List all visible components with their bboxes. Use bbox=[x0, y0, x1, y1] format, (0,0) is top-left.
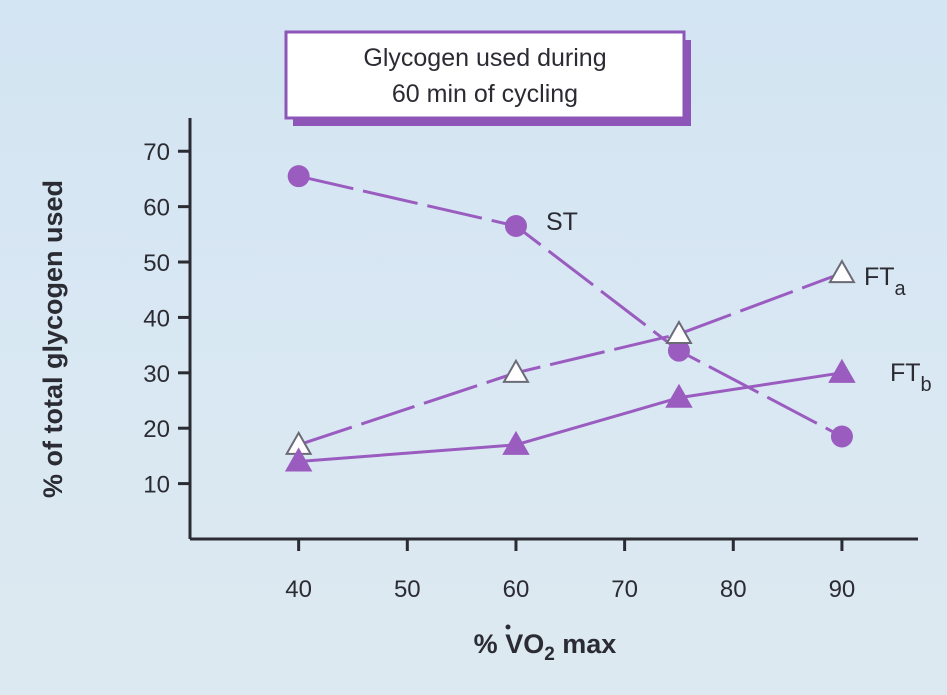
x-tick-label: 70 bbox=[611, 576, 638, 603]
data-point-fta bbox=[502, 358, 530, 383]
y-tick-label: 40 bbox=[143, 305, 170, 332]
y-tick-label: 60 bbox=[143, 195, 170, 222]
series-lines bbox=[298, 174, 843, 463]
series-label-main: FT bbox=[864, 263, 895, 291]
data-point-st bbox=[830, 425, 853, 448]
y-axis-title: % of total glycogen used bbox=[38, 180, 68, 498]
x-axis-title-suffix: max bbox=[555, 629, 617, 659]
data-point-ftb bbox=[828, 358, 856, 383]
series-label-sub: a bbox=[894, 278, 906, 300]
x-axis-ticks: 40 50 60 70 80 90 bbox=[285, 539, 855, 603]
data-point-ftb bbox=[502, 430, 530, 455]
x-axis-title-sub: 2 bbox=[544, 644, 555, 665]
series-line-st bbox=[298, 174, 843, 438]
chart-title-box: Glycogen used during 60 min of cycling bbox=[284, 30, 691, 126]
data-point-ftb bbox=[284, 447, 313, 472]
x-tick-label: 50 bbox=[394, 576, 421, 603]
data-point-st bbox=[667, 339, 690, 362]
y-axis-ticks: 10 20 30 40 50 60 70 bbox=[143, 139, 190, 499]
data-point-st bbox=[504, 215, 527, 238]
chart-title-line-2: 60 min of cycling bbox=[392, 80, 578, 108]
data-point-fta bbox=[665, 320, 693, 345]
y-tick-label: 30 bbox=[143, 361, 170, 388]
y-tick-label: 70 bbox=[143, 139, 170, 166]
x-tick-label: 80 bbox=[720, 576, 747, 603]
x-tick-label: 90 bbox=[829, 576, 856, 603]
series-label-main: FT bbox=[890, 359, 921, 387]
data-point-ftb bbox=[665, 383, 693, 408]
data-point-fta bbox=[828, 259, 856, 284]
chart-title-line-1: Glycogen used during bbox=[363, 44, 606, 72]
y-tick-label: 50 bbox=[143, 250, 170, 277]
series-label-st: ST bbox=[546, 208, 578, 236]
x-tick-label: 60 bbox=[503, 576, 530, 603]
series-line-ftb bbox=[298, 371, 843, 463]
x-tick-label: 40 bbox=[285, 576, 312, 603]
x-axis-title-prefix: % bbox=[474, 629, 506, 659]
series-markers bbox=[284, 165, 856, 472]
series-label-fta: FTa bbox=[864, 263, 907, 300]
series-label-main: ST bbox=[546, 208, 578, 236]
series-label-sub: b bbox=[920, 374, 931, 396]
y-tick-label: 20 bbox=[143, 416, 170, 443]
vo2-dot-accent bbox=[505, 624, 511, 630]
series-line-fta bbox=[298, 271, 843, 447]
data-point-st bbox=[287, 165, 310, 188]
title-box bbox=[284, 30, 686, 120]
series-label-ftb: FTb bbox=[890, 359, 932, 396]
x-axis-title: % VO2 max bbox=[474, 629, 617, 665]
x-axis-title-main: VO bbox=[505, 629, 544, 659]
y-tick-label: 10 bbox=[143, 472, 170, 499]
